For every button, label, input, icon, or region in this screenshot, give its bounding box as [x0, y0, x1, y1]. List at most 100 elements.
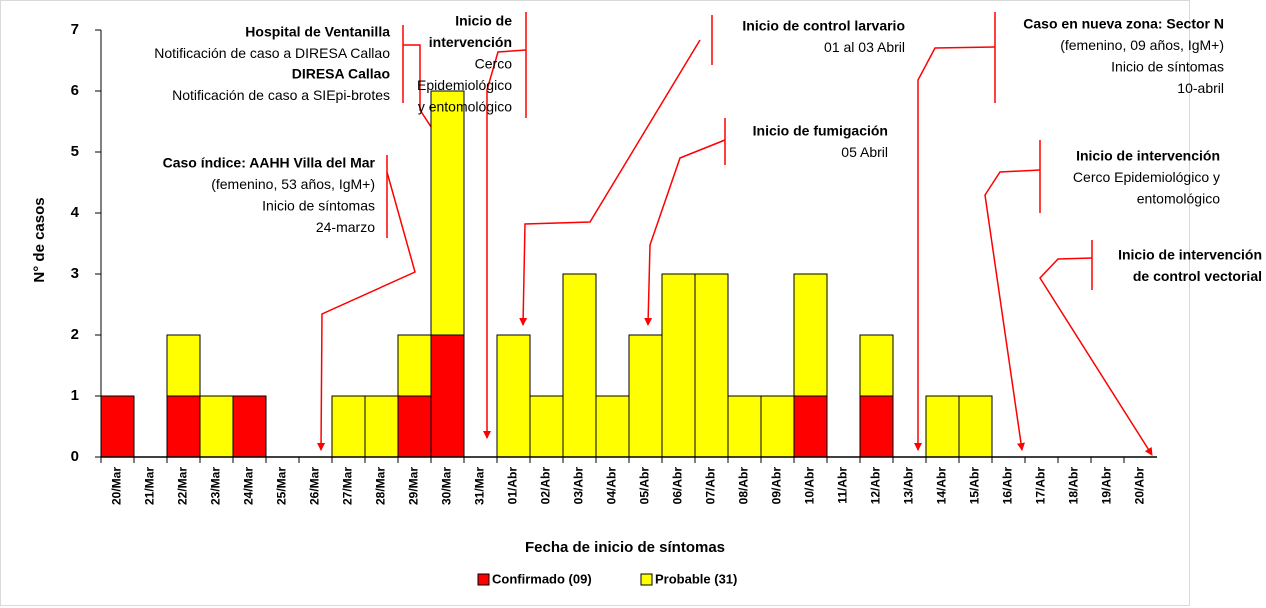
bar-segment	[595, 395, 630, 458]
bar-segment	[628, 334, 663, 458]
annotation-text: 24-marzo	[316, 219, 375, 235]
annotation-title: Inicio de intervención	[1076, 148, 1220, 164]
x-tick-label: 18/Abr	[1067, 467, 1081, 505]
x-tick-label: 20/Mar	[110, 467, 124, 505]
x-axis-label: Fecha de inicio de síntomas	[525, 539, 725, 556]
annotation-title: Inicio de fumigación	[753, 123, 888, 139]
x-tick-label: 10/Abr	[803, 467, 817, 505]
y-tick-label: 4	[71, 204, 80, 221]
bar-segment	[430, 334, 465, 458]
annotation-title: Caso en nueva zona: Sector N	[1023, 16, 1224, 32]
bar-segment	[364, 395, 399, 458]
annotation-title: Inicio de control larvario	[742, 18, 905, 34]
annotation-title: DIRESA Callao	[292, 66, 390, 82]
x-tick-label: 19/Abr	[1100, 467, 1114, 505]
bar-segment	[859, 334, 894, 397]
x-tick-label: 05/Abr	[638, 467, 652, 505]
x-tick-label: 28/Mar	[374, 467, 388, 505]
bar-segment	[694, 273, 729, 458]
x-tick-label: 09/Abr	[770, 467, 784, 505]
x-tick-label: 25/Mar	[275, 467, 289, 505]
bar-segment	[166, 334, 201, 397]
bar-segment	[331, 395, 366, 458]
y-tick-label: 2	[71, 326, 79, 343]
x-tick-label: 17/Abr	[1034, 467, 1048, 505]
legend-swatch	[640, 573, 653, 586]
bar-segment	[727, 395, 762, 458]
bar-segment	[397, 334, 432, 397]
bar-segment	[397, 395, 432, 458]
annotation-title: de control vectorial	[1133, 268, 1262, 284]
x-tick-label: 02/Abr	[539, 467, 553, 505]
x-tick-label: 11/Abr	[836, 467, 850, 504]
x-tick-label: 27/Mar	[341, 467, 355, 505]
x-tick-label: 07/Abr	[704, 467, 718, 505]
x-tick-label: 26/Mar	[308, 467, 322, 505]
x-tick-label: 13/Abr	[902, 467, 916, 505]
annotation-text: Notificación de caso a SIEpi-brotes	[172, 87, 390, 103]
annotation-text: (femenino, 09 años, IgM+)	[1060, 37, 1224, 53]
bar-segment	[958, 395, 993, 458]
x-tick-label: 16/Abr	[1001, 467, 1015, 505]
annotation-text: 05 Abril	[841, 144, 888, 160]
annotation-title: Hospital de Ventanilla	[245, 24, 390, 40]
y-axis-label: N° de casos	[31, 197, 48, 282]
x-tick-label: 21/Mar	[143, 467, 157, 505]
annotation-text: Cerco Epidemiológico y	[1073, 169, 1220, 185]
annotation-text: Inicio de síntomas	[262, 198, 375, 214]
annotation-text: 10-abril	[1177, 80, 1224, 96]
annotation-lines	[317, 12, 1153, 456]
bar-segment	[793, 273, 828, 397]
x-tick-label: 20/Abr	[1133, 467, 1147, 505]
bar-segment	[661, 273, 696, 458]
annotation-title: Inicio de	[455, 13, 512, 29]
bar-segment	[760, 395, 795, 458]
x-tick-label: 08/Abr	[737, 467, 751, 505]
bar-segment	[529, 395, 564, 458]
x-tick-label: 22/Mar	[176, 467, 190, 505]
y-tick-label: 5	[71, 143, 79, 160]
x-tick-label: 23/Mar	[209, 467, 223, 505]
x-tick-label: 29/Mar	[407, 467, 421, 505]
legend-label: Probable (31)	[655, 571, 737, 586]
x-tick-label: 01/Abr	[506, 467, 520, 505]
annotation-text: Inicio de síntomas	[1111, 59, 1224, 75]
legend-label: Confirmado (09)	[492, 571, 592, 586]
annotation-text: entomológico	[1137, 191, 1220, 207]
bar-segment	[859, 395, 894, 458]
annotation-title: intervención	[429, 34, 512, 50]
legend-swatch	[477, 573, 490, 586]
bar-segment	[925, 395, 960, 458]
y-tick-label: 0	[71, 448, 79, 465]
annotation-text: y entomológico	[418, 99, 512, 115]
x-tick-label: 12/Abr	[869, 467, 883, 505]
x-tick-label: 04/Abr	[605, 467, 619, 505]
annotation-title: Inicio de intervención	[1118, 247, 1262, 263]
x-tick-label: 14/Abr	[935, 467, 949, 505]
annotation-text: Notificación de caso a DIRESA Callao	[154, 45, 390, 61]
x-tick-label: 15/Abr	[968, 467, 982, 505]
annotation-text: (femenino, 53 años, IgM+)	[211, 176, 375, 192]
annotation-text: 01 al 03 Abril	[824, 39, 905, 55]
bar-segment	[199, 395, 234, 458]
bar-segment	[430, 90, 465, 336]
annotation-title: Caso índice: AAHH Villa del Mar	[163, 155, 376, 171]
annotation-text: Cerco	[475, 56, 513, 72]
bar-segment	[166, 395, 201, 458]
x-tick-label: 24/Mar	[242, 467, 256, 505]
annotation-text: Epidemiológico	[417, 77, 512, 93]
bar-segment	[100, 395, 135, 458]
bar-segment	[793, 395, 828, 458]
bar-segment	[562, 273, 597, 458]
bar-segment	[232, 395, 267, 458]
x-tick-label: 03/Abr	[572, 467, 586, 505]
x-tick-label: 06/Abr	[671, 467, 685, 505]
y-tick-label: 3	[71, 265, 79, 282]
bar-segment	[496, 334, 531, 458]
x-tick-label: 30/Mar	[440, 467, 454, 505]
y-tick-label: 1	[71, 387, 79, 404]
y-tick-label: 6	[71, 82, 79, 99]
x-tick-label: 31/Mar	[473, 467, 487, 505]
chart-border	[0, 0, 1190, 606]
